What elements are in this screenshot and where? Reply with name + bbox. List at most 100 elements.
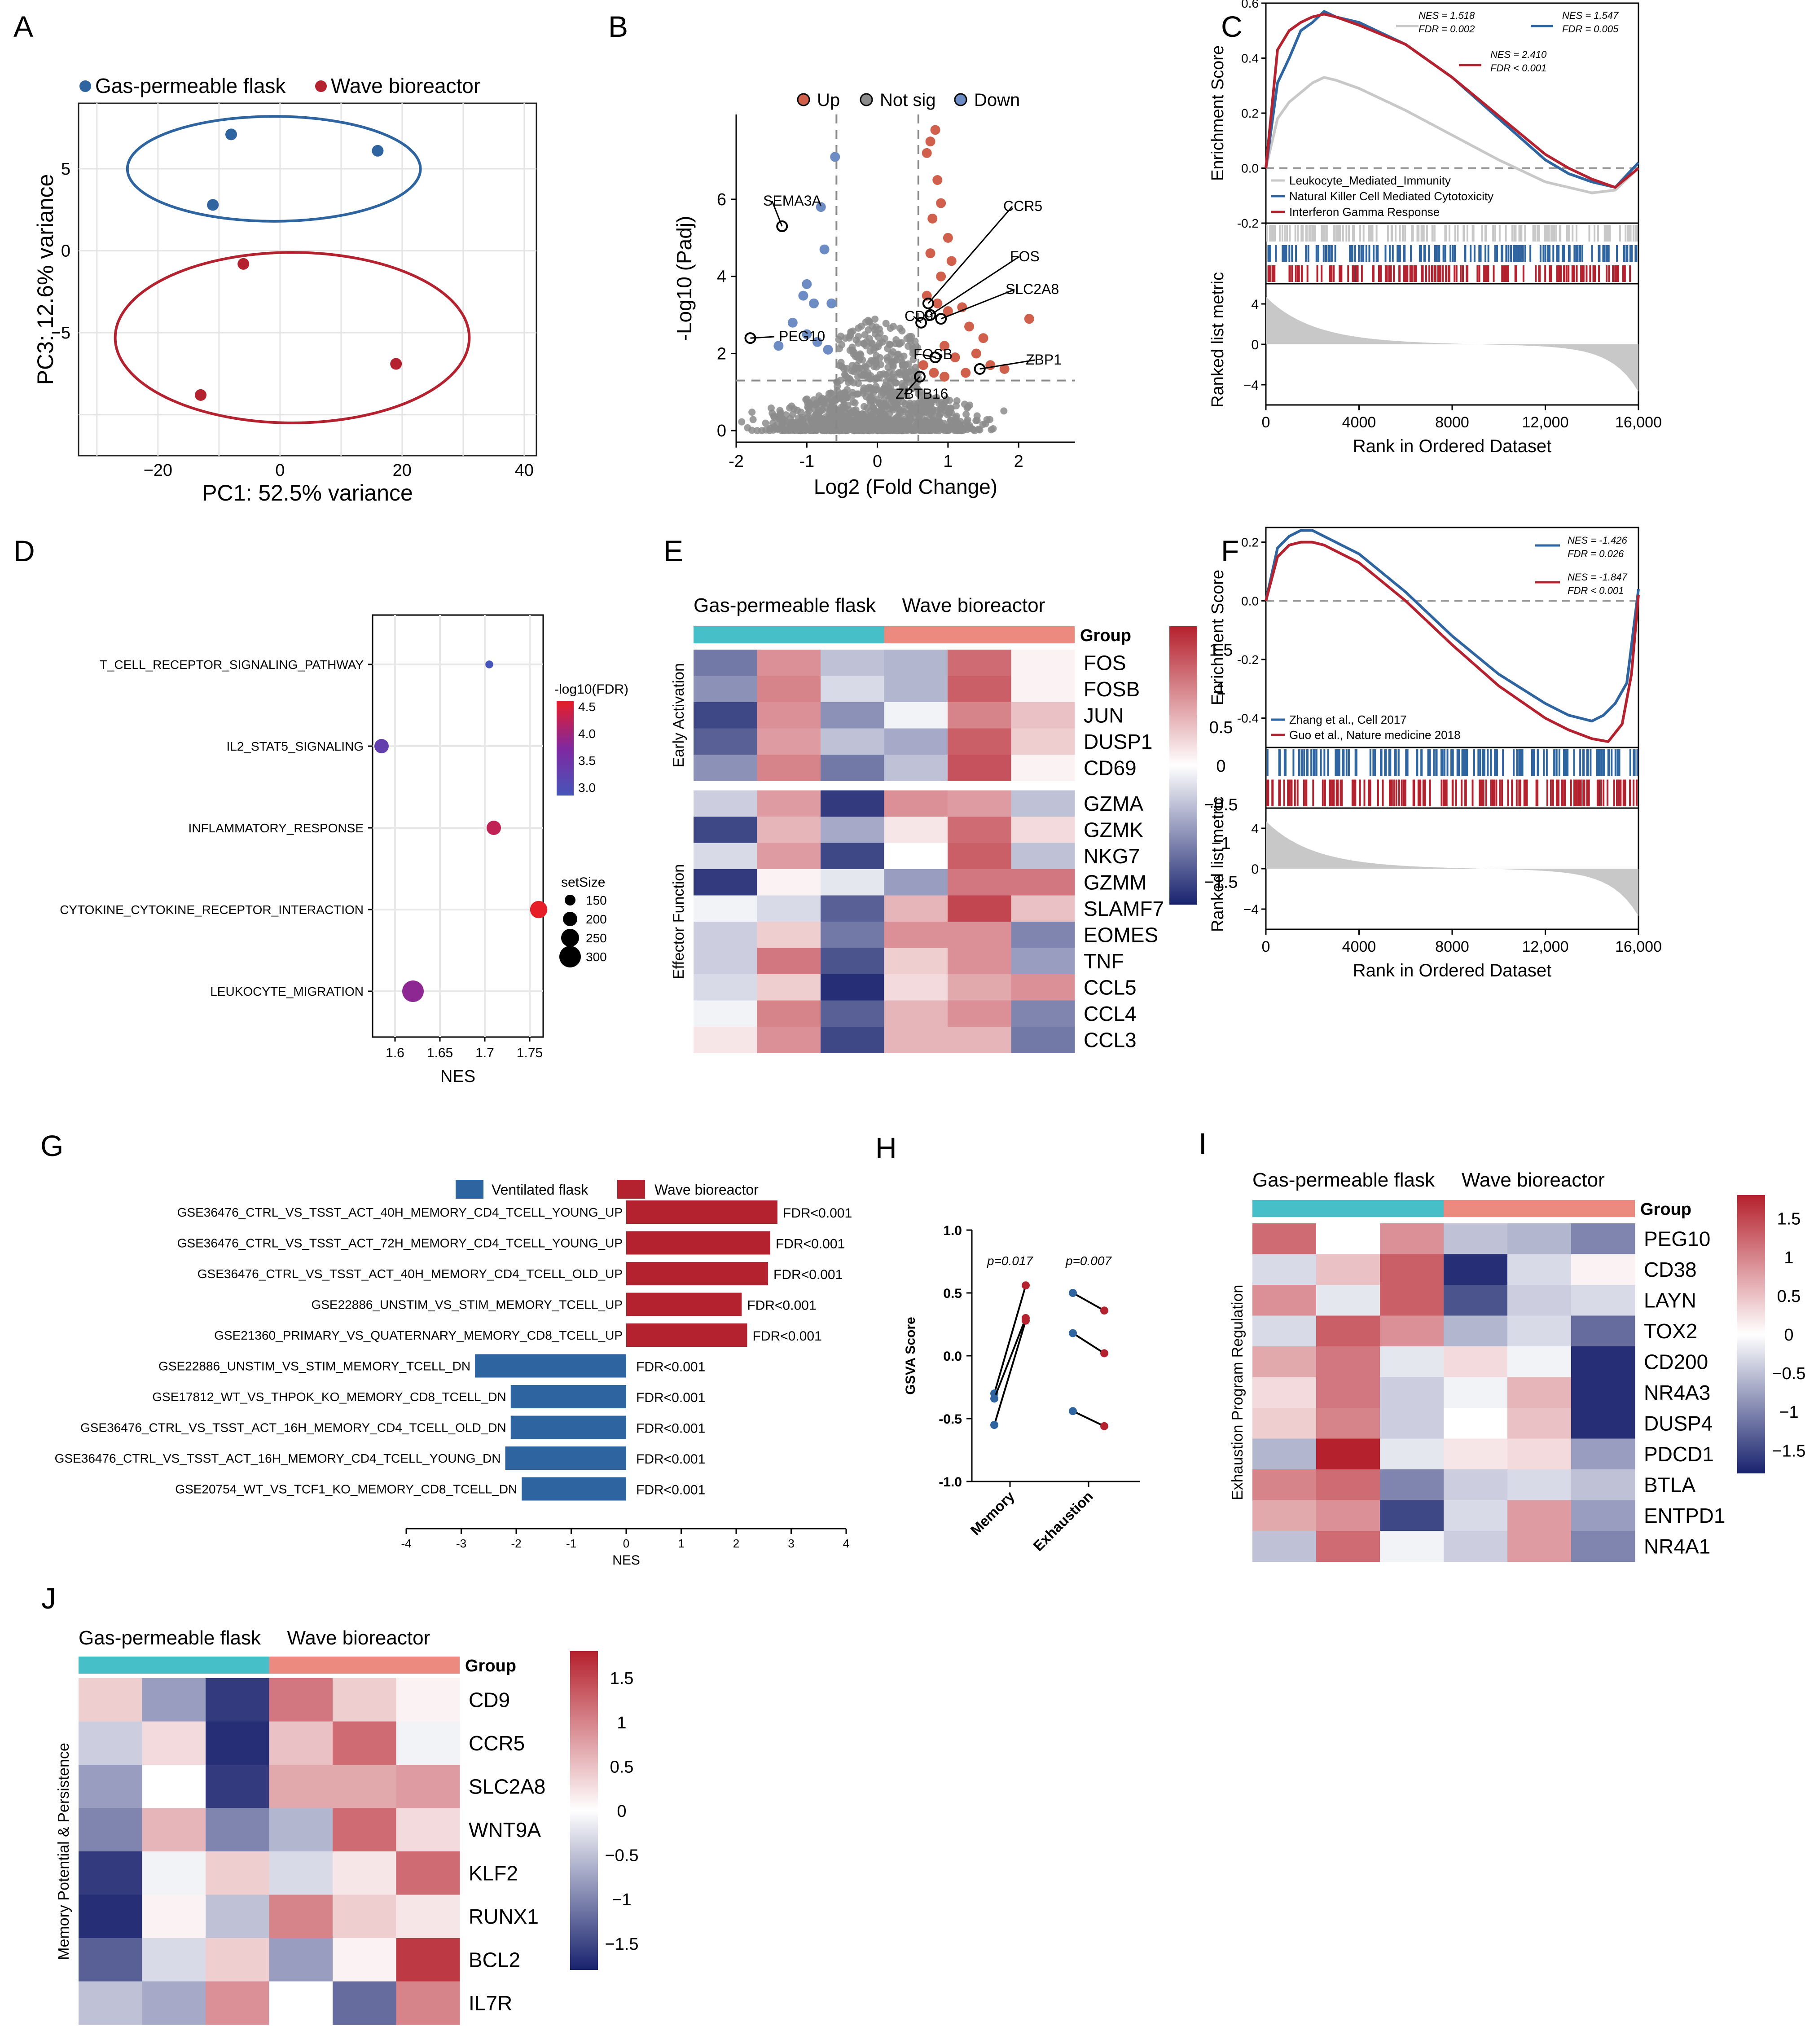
point-up (964, 321, 975, 332)
point-notsig (860, 390, 867, 397)
heatmap-cell (1011, 895, 1075, 922)
heatmap-cell (948, 817, 1011, 843)
x-tick-label: 16,000 (1615, 938, 1662, 955)
fdr-label: FDR < 0.001 (1568, 585, 1624, 596)
es-curve (1265, 76, 1640, 194)
highlight-ring (776, 220, 788, 233)
color-bar (557, 701, 574, 796)
x-tick-label: -4 (401, 1537, 411, 1550)
pca-point (195, 389, 206, 401)
gene-set-label: GSE36476_CTRL_VS_TSST_ACT_16H_MEMORY_CD4… (55, 1451, 501, 1465)
y-axis-title: Enrichment Score (1208, 570, 1227, 705)
es-curve (1265, 541, 1640, 743)
row-label: NR4A3 (1644, 1381, 1710, 1404)
y-tick-label: 0.2 (1241, 106, 1259, 120)
heatmap-cell (1444, 1408, 1508, 1439)
heatmap-cell (948, 790, 1011, 817)
gene-label: SEMA3A (763, 193, 821, 209)
point-up (927, 213, 938, 224)
heatmap-cell (757, 817, 821, 843)
heatmap-cell (1316, 1285, 1380, 1316)
pca-point (372, 145, 384, 157)
block-label: Exhaustion Program Regulation (1229, 1285, 1246, 1500)
heatmap-cell (1316, 1346, 1380, 1377)
heatmap-cell (821, 948, 884, 975)
point-notsig (848, 361, 856, 369)
gene-label: ZBTB16 (896, 386, 948, 402)
point-up (999, 364, 1010, 374)
heatmap-cell (1252, 1315, 1317, 1347)
point-notsig (891, 418, 899, 425)
row-label: SLAMF7 (1084, 897, 1164, 920)
row-label: BTLA (1644, 1473, 1695, 1496)
heatmap-cell (269, 1938, 333, 1982)
legend-label: Not sig (880, 90, 936, 110)
pair-line (993, 1320, 1027, 1425)
panel-F: 0.2 0.0 -0.2 -0.4 Enrichment Score Ranked lis… (1208, 527, 1662, 980)
point-notsig (866, 389, 874, 396)
group-bar-wave (269, 1657, 460, 1674)
row-label: DUSP4 (1644, 1411, 1713, 1435)
heatmap-cell (79, 1765, 142, 1808)
heatmap-cell (757, 869, 821, 896)
heatmap-cell (206, 1895, 269, 1939)
heatmap-cell (1507, 1223, 1572, 1254)
legend-label: Zhang et al., Cell 2017 (1289, 713, 1407, 726)
point-notsig (848, 367, 856, 375)
heatmap-cell (269, 1721, 333, 1765)
x-tick-label: 0 (873, 452, 882, 471)
panel-label-H: H (875, 1131, 897, 1165)
point-notsig (821, 404, 828, 412)
point-before (1069, 1329, 1077, 1337)
point-down (823, 344, 833, 355)
heatmap-cell (1380, 1531, 1444, 1562)
color-tick-label: 3.5 (578, 754, 596, 768)
point-up (940, 372, 950, 382)
metric-tick-label: 4 (1251, 297, 1259, 312)
y-tick-label: 4 (717, 268, 726, 286)
point-notsig (896, 340, 903, 347)
metric-tick-label: 4 (1251, 822, 1259, 836)
heatmap-cell (1316, 1223, 1380, 1254)
point-notsig (906, 408, 914, 416)
point-before (1069, 1289, 1077, 1297)
es-curve (1265, 13, 1639, 189)
heatmap-cell (948, 1000, 1011, 1027)
point-before (990, 1421, 998, 1429)
enrichment-dot (485, 660, 493, 668)
heatmap-cell (1252, 1223, 1317, 1254)
row-label: NKG7 (1084, 844, 1140, 868)
heatmap-cell (1011, 702, 1075, 729)
x-axis-title: NES (612, 1553, 640, 1568)
point-notsig (849, 398, 857, 406)
point-notsig (859, 356, 866, 364)
point-notsig (842, 393, 850, 401)
point-notsig (898, 422, 905, 430)
heatmap-cell (142, 1895, 206, 1939)
heatmap-cell (79, 1678, 142, 1722)
row-label: CCL3 (1084, 1028, 1137, 1051)
heatmap-cell (142, 1851, 206, 1895)
heatmap-cell (142, 1808, 206, 1852)
heatmap-cell (948, 676, 1011, 703)
point-notsig (849, 327, 856, 335)
gene-label: CD9 (905, 308, 933, 324)
fdr-label: FDR < 0.001 (1490, 62, 1546, 74)
row-label: TOX2 (1644, 1319, 1697, 1343)
heatmap-cell (396, 1765, 460, 1808)
heatmap-cell (142, 1981, 206, 2025)
row-label: CD69 (1084, 756, 1137, 779)
point-notsig (861, 426, 868, 434)
x-tick-label: 2 (1014, 452, 1023, 471)
heatmap-cell (142, 1938, 206, 1982)
scale-tick-label: 1 (1216, 680, 1225, 699)
heatmap-cell (206, 1808, 269, 1852)
y-tick-label: -0.2 (1237, 216, 1259, 230)
heatmap-cell (269, 1765, 333, 1808)
heatmap-cell (821, 650, 884, 676)
row-label: GZMK (1084, 818, 1143, 841)
heatmap-cell (757, 843, 821, 870)
row-label: KLF2 (469, 1861, 518, 1885)
legend-label: Up (817, 90, 840, 110)
point-notsig (810, 423, 817, 431)
